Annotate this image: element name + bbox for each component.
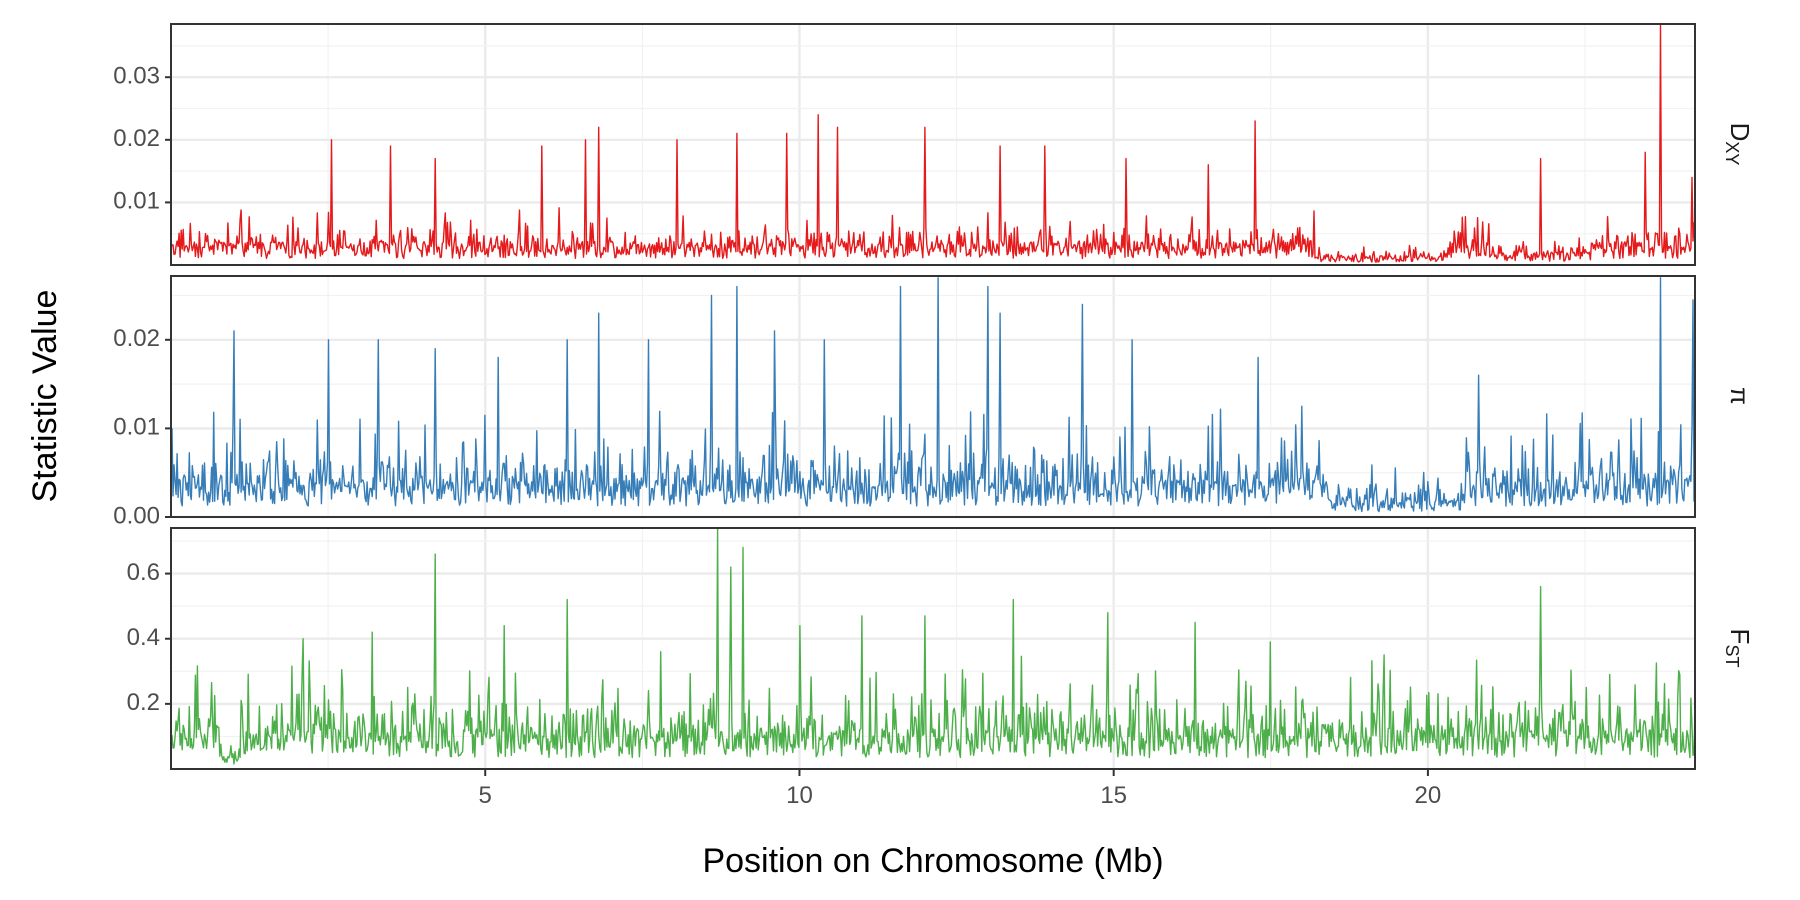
grid-lines — [171, 24, 1695, 265]
facet-dxy-panel: 0.01 0.02 0.03 DXY — [113, 23, 1755, 266]
y-tick-label: 0.4 — [127, 624, 160, 651]
panel-border — [170, 275, 1696, 518]
strip-label-fst: FST — [1722, 629, 1755, 668]
panel-border — [170, 527, 1696, 770]
panel-border — [170, 23, 1696, 266]
y-axis-ticks: 0.2 0.4 0.6 — [127, 559, 171, 716]
facet-pi-panel: 0.00 0.01 0.02 π — [113, 275, 1755, 529]
y-tick-label: 0.02 — [113, 325, 160, 352]
y-tick-label: 0.02 — [113, 125, 160, 152]
series-line-dxy — [170, 23, 1696, 263]
strip-label-dxy: DXY — [1722, 123, 1755, 166]
y-tick-label: 0.00 — [113, 502, 160, 529]
x-tick-label: 15 — [1100, 782, 1127, 809]
panel-background — [171, 24, 1695, 265]
y-tick-label: 0.01 — [113, 414, 160, 441]
x-tick-label: 20 — [1415, 782, 1442, 809]
strip-label-pi: π — [1725, 387, 1755, 405]
panel-background — [171, 276, 1695, 517]
series-line-pi — [170, 277, 1696, 513]
fst-series — [170, 527, 1696, 765]
y-tick-label: 0.2 — [127, 689, 160, 716]
y-axis-ticks: 0.01 0.02 0.03 — [113, 63, 171, 215]
y-tick-label: 0.03 — [113, 63, 160, 90]
x-axis: 5 10 15 20 — [479, 769, 1442, 809]
facet-fst-panel: 0.2 0.4 0.6 FST — [127, 527, 1755, 770]
y-tick-label: 0.6 — [127, 559, 160, 586]
y-axis-ticks: 0.00 0.01 0.02 — [113, 325, 171, 529]
x-tick-label: 10 — [786, 782, 813, 809]
x-tick-label: 5 — [479, 782, 492, 809]
y-tick-label: 0.01 — [113, 188, 160, 215]
pi-series — [170, 277, 1696, 513]
series-line-fst — [170, 527, 1696, 765]
x-axis-title: Position on Chromosome (Mb) — [702, 842, 1163, 880]
dxy-series — [170, 23, 1696, 263]
y-axis-title: Statistic Value — [26, 290, 64, 503]
